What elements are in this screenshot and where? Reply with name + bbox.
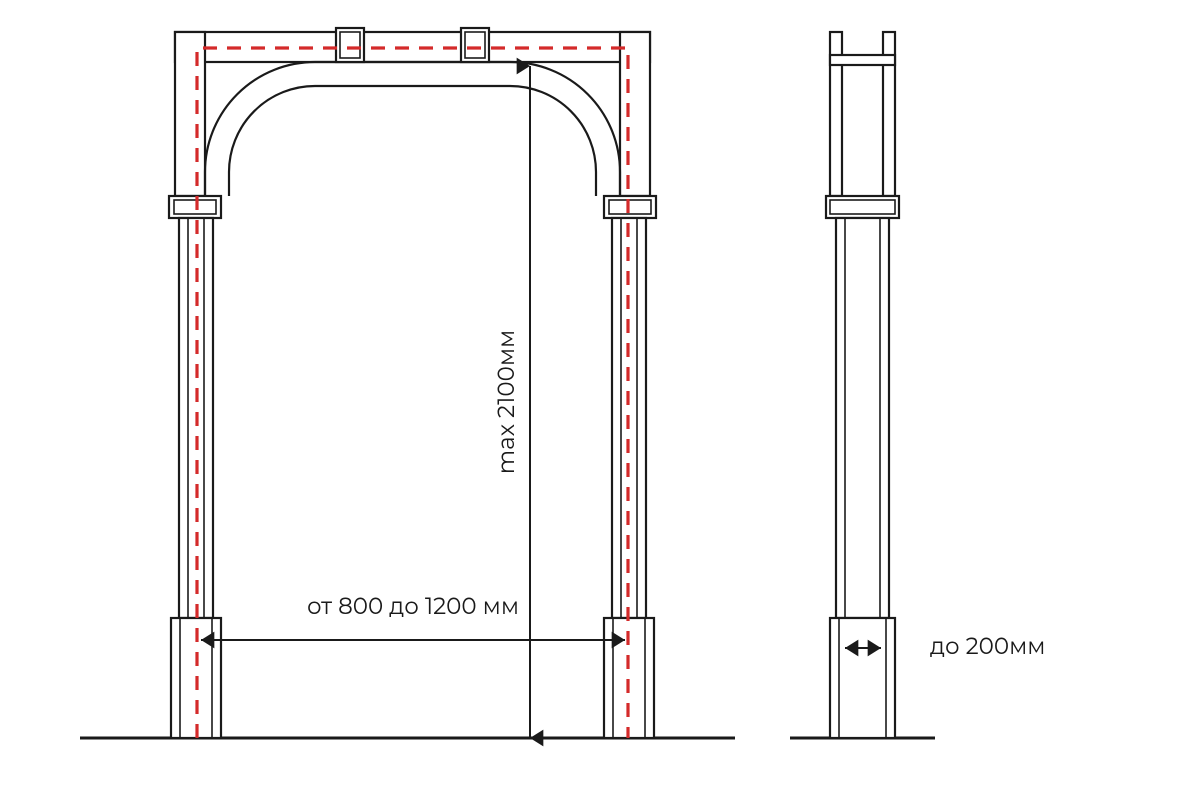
dim-depth-label: до 200мм [930, 632, 1045, 660]
dim-width-label: от 800 до 1200 мм [307, 592, 519, 620]
opening-outline-dashed [197, 48, 628, 738]
side-elevation [790, 32, 935, 738]
front-elevation [80, 28, 735, 738]
arch-dimension-diagram: max 2100мм от 800 до 1200 мм до 200мм [0, 0, 1200, 800]
dim-height-label: max 2100мм [492, 330, 520, 474]
